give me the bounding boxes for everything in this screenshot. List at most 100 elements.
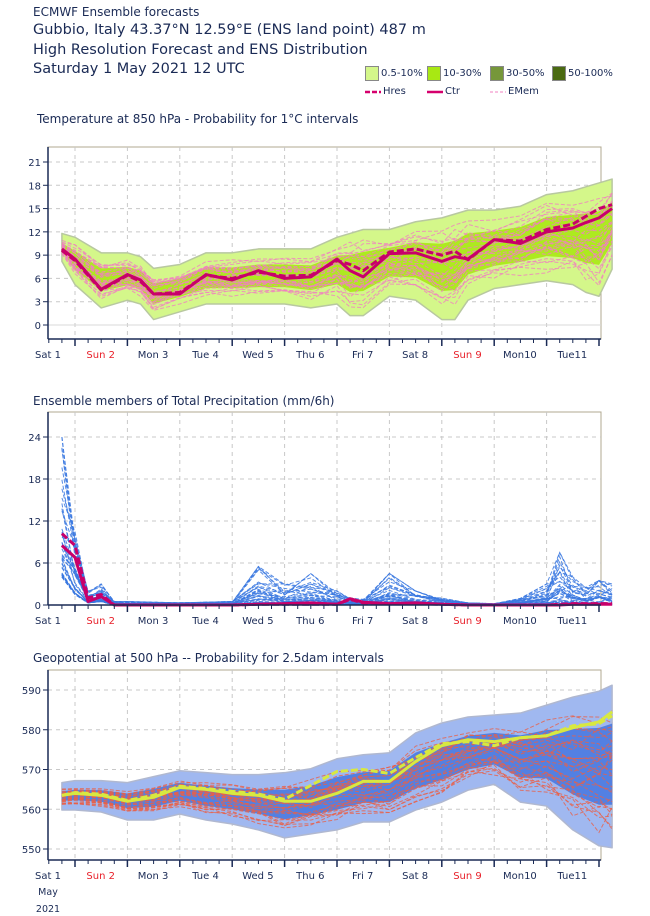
ensemble-member-line	[61, 235, 613, 298]
legend-line-emem: EMem	[490, 86, 539, 97]
x-day-label: Mon 3	[138, 871, 169, 882]
x-day-label: Tue11	[556, 616, 587, 627]
x-day-label: Wed 5	[242, 350, 273, 361]
x-day-label: Sun 9	[453, 350, 482, 361]
ensemble-member-line	[61, 207, 613, 286]
y-tick-label: 24	[28, 433, 41, 444]
legend-label: 50-100%	[568, 68, 613, 79]
ensemble-member-line	[61, 192, 613, 281]
x-day-label: Tue 4	[191, 616, 219, 627]
ensemble-member-line	[61, 232, 613, 297]
ensemble-member-line	[61, 562, 613, 606]
chart-panel-2: 550 560 570 580 590 Sat 1 Sun 2 Mon 3 Tue 4 Wed 5…	[22, 669, 614, 915]
legend-band-1: 10-30%	[427, 66, 482, 81]
ctr-line	[61, 710, 614, 803]
ensemble-member-line	[61, 746, 613, 802]
legend-band-3: 50-100%	[552, 66, 613, 81]
legend-band-0: 0.5-10%	[365, 66, 423, 81]
plot-frame	[47, 411, 602, 606]
legend-swatch	[490, 66, 504, 81]
x-day-label: Fri 7	[352, 616, 373, 627]
geopotential-panel-title: Geopotential at 500 hPa -- Probability f…	[33, 651, 384, 665]
legend-line-icon	[365, 90, 381, 93]
x-day-label: Sat 1	[35, 871, 61, 882]
legend-line-icon	[490, 91, 506, 92]
y-tick-label: 12	[28, 228, 41, 239]
x-day-label: Tue 4	[191, 871, 219, 882]
product-title: High Resolution Forecast and ENS Distrib…	[33, 42, 368, 58]
ensemble-member-line	[61, 747, 613, 807]
ensemble-member-line	[61, 764, 613, 834]
x-day-label: Mon10	[503, 871, 537, 882]
ensemble-member-line	[61, 762, 613, 828]
x-day-label: Sat 8	[402, 616, 428, 627]
ensemble-member-line	[61, 750, 613, 809]
x-day-label: Fri 7	[352, 871, 373, 882]
x-day-label: Sun 2	[86, 871, 115, 882]
legend-swatch	[427, 66, 441, 81]
legend-line-ctr: Ctr	[427, 86, 460, 97]
y-tick-label: 9	[35, 251, 41, 262]
ensemble-member-line	[61, 232, 613, 304]
x-day-label: Fri 7	[352, 350, 373, 361]
legend-swatch	[552, 66, 566, 81]
ensemble-member-line	[61, 201, 613, 283]
y-tick-label: 3	[35, 298, 41, 309]
ensemble-member-line	[61, 747, 613, 810]
ensemble-member-line	[61, 200, 613, 285]
chart-panel-1: 0 6 12 18 24 Sat 1 Sun 2 Mon 3 Tue 4 Wed 5 Thu 6 Fr…	[28, 411, 613, 627]
y-tick-label: 560	[22, 805, 41, 816]
x-day-label: Thu 6	[295, 871, 324, 882]
ensemble-member-line	[61, 208, 613, 285]
x-day-label: Sun 2	[86, 350, 115, 361]
x-day-label: Thu 6	[295, 616, 324, 627]
legend-label: Hres	[383, 86, 406, 97]
y-tick-label: 6	[35, 274, 41, 285]
y-tick-label: 15	[28, 205, 41, 216]
ensemble-member-line	[61, 770, 613, 822]
x-day-label: Mon 3	[138, 616, 169, 627]
y-tick-label: 18	[28, 475, 41, 486]
ensemble-member-line	[61, 203, 613, 290]
y-tick-label: 0	[35, 601, 41, 612]
x-day-label: Mon 3	[138, 350, 169, 361]
ensemble-member-line	[61, 737, 613, 801]
ensemble-member-line	[61, 240, 613, 310]
y-tick-label: 6	[35, 559, 41, 570]
x-day-label: Mon10	[503, 616, 537, 627]
ensemble-member-line	[61, 232, 613, 306]
x-day-label: Mon10	[503, 350, 537, 361]
y-tick-label: 550	[22, 845, 41, 856]
y-tick-label: 570	[22, 766, 41, 777]
ensemble-member-line	[61, 548, 613, 606]
x-day-label: Thu 6	[295, 350, 324, 361]
x-day-label: Sat 1	[35, 350, 61, 361]
ensemble-member-line	[61, 766, 613, 821]
ensemble-member-line	[61, 760, 613, 816]
x-day-label: Wed 5	[242, 616, 273, 627]
location-title: Gubbio, Italy 43.37°N 12.59°E (ENS land …	[33, 22, 426, 38]
legend-label: Ctr	[445, 86, 461, 97]
chart-panel-0: 0 3 6 9 12 15 18 21 Sat 1 Sun 2 Mon 3 Tue 4 Wed 5 Thu…	[28, 146, 613, 361]
ensemble-member-line	[61, 726, 613, 795]
ensemble-member-line	[61, 479, 613, 605]
y-tick-label: 590	[22, 686, 41, 697]
x-day-label: Wed 5	[242, 871, 273, 882]
x-day-label: Sat 1	[35, 616, 61, 627]
ensemble-member-line	[61, 253, 613, 308]
x-day-label: Sun 9	[453, 616, 482, 627]
ensemble-member-line	[61, 728, 613, 795]
y-tick-label: 12	[28, 517, 41, 528]
y-tick-label: 18	[28, 181, 41, 192]
x-day-label: Tue11	[556, 350, 587, 361]
y-tick-label: 580	[22, 726, 41, 737]
legend-label: EMem	[508, 86, 539, 97]
ensemble-member-line	[61, 244, 613, 306]
ensemble-member-line	[61, 736, 613, 800]
ensemble-member-line	[61, 245, 613, 311]
ensemble-member-line	[61, 759, 613, 812]
x-year-label: 2021	[36, 904, 60, 915]
legend-label: 0.5-10%	[381, 68, 423, 79]
ensemble-member-line	[61, 192, 613, 285]
